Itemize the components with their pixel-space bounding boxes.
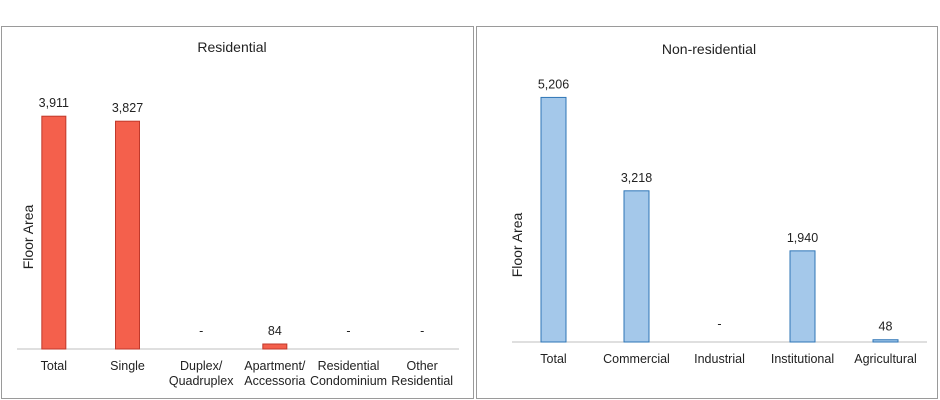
- non-residential-data-label-2: -: [717, 317, 721, 331]
- non-residential-data-label-0: 5,206: [538, 77, 569, 91]
- residential-chart-panel: Residential Floor Area 3,911 Total 3,827 Sing…: [1, 26, 474, 399]
- non-residential-chart-panel: Non-residential Floor Area 5,206 Total 3,218…: [476, 26, 938, 399]
- non-residential-chart: Non-residential Floor Area 5,206 Total 3,218…: [509, 41, 927, 366]
- non-residential-category-label-0: Total: [540, 352, 566, 366]
- non-residential-y-axis-label: Floor Area: [509, 212, 525, 277]
- non-residential-title: Non-residential: [662, 41, 756, 57]
- non-residential-category-label-2: Industrial: [694, 352, 745, 366]
- residential-category-label-3: Apartment/: [244, 359, 306, 373]
- residential-category-label-5: Other: [407, 359, 438, 373]
- residential-data-label-3: 84: [268, 324, 282, 338]
- non-residential-bar-3: [789, 250, 816, 343]
- non-residential-data-label-4: 48: [879, 320, 893, 334]
- residential-bar-0: [41, 115, 67, 350]
- non-residential-bar-1: [623, 190, 650, 343]
- residential-title: Residential: [197, 39, 266, 55]
- residential-data-label-2: -: [199, 324, 203, 338]
- residential-category-label-2-line2: Quadruplex: [169, 374, 234, 388]
- non-residential-category-label-4: Agricultural: [854, 352, 917, 366]
- residential-category-label-3-line2: Accessoria: [244, 374, 305, 388]
- non-residential-category-label-3: Institutional: [771, 352, 834, 366]
- residential-data-label-4: -: [346, 324, 350, 338]
- residential-data-label-5: -: [420, 324, 424, 338]
- residential-category-label-1: Single: [110, 359, 145, 373]
- residential-data-label-0: 3,911: [39, 96, 69, 110]
- residential-category-label-5-line2: Residential: [391, 374, 453, 388]
- non-residential-bar-0: [540, 96, 567, 343]
- residential-data-label-1: 3,827: [112, 101, 143, 115]
- residential-category-label-4-line2: Condominium: [310, 374, 387, 388]
- non-residential-bar-4: [872, 339, 899, 343]
- non-residential-data-label-1: 3,218: [621, 171, 652, 185]
- non-residential-data-label-3: 1,940: [787, 231, 818, 245]
- residential-y-axis-label: Floor Area: [20, 204, 36, 269]
- residential-category-label-2: Duplex/: [180, 359, 223, 373]
- residential-chart: Residential Floor Area 3,911 Total 3,827 Sing…: [17, 39, 459, 388]
- non-residential-category-label-1: Commercial: [603, 352, 670, 366]
- residential-category-label-0: Total: [41, 359, 67, 373]
- residential-category-label-4: Residential: [318, 359, 380, 373]
- residential-bar-1: [115, 120, 140, 350]
- residential-bar-3: [262, 343, 288, 350]
